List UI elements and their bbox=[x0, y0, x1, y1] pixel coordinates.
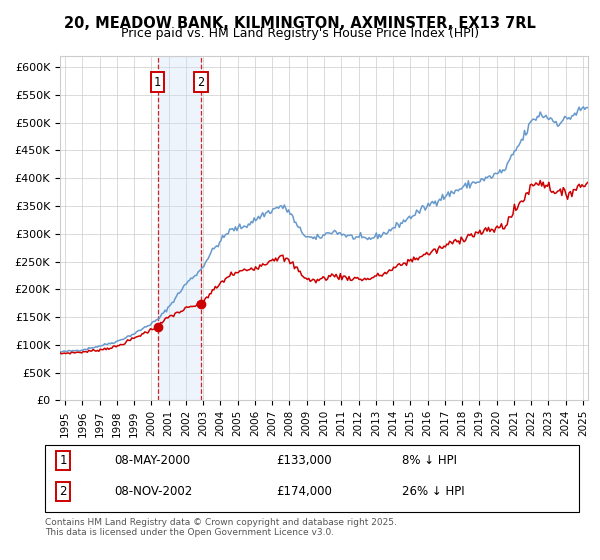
Text: 2: 2 bbox=[197, 76, 204, 88]
Bar bbox=[158, 56, 200, 400]
Text: 8% ↓ HPI: 8% ↓ HPI bbox=[402, 454, 457, 467]
Text: 08-MAY-2000: 08-MAY-2000 bbox=[114, 454, 190, 467]
Text: Contains HM Land Registry data © Crown copyright and database right 2025.
This d: Contains HM Land Registry data © Crown c… bbox=[45, 518, 397, 538]
Text: £133,000: £133,000 bbox=[276, 454, 332, 467]
Text: 1: 1 bbox=[154, 76, 161, 88]
Text: 26% ↓ HPI: 26% ↓ HPI bbox=[402, 485, 464, 498]
Text: 1: 1 bbox=[59, 454, 67, 467]
Text: 08-NOV-2002: 08-NOV-2002 bbox=[114, 485, 192, 498]
Text: 20, MEADOW BANK, KILMINGTON, AXMINSTER, EX13 7RL: 20, MEADOW BANK, KILMINGTON, AXMINSTER, … bbox=[64, 16, 536, 31]
Text: 2: 2 bbox=[59, 485, 67, 498]
Text: Price paid vs. HM Land Registry's House Price Index (HPI): Price paid vs. HM Land Registry's House … bbox=[121, 27, 479, 40]
Text: £174,000: £174,000 bbox=[276, 485, 332, 498]
Legend: 20, MEADOW BANK, KILMINGTON, AXMINSTER, EX13 7RL (detached house), HPI: Average : 20, MEADOW BANK, KILMINGTON, AXMINSTER, … bbox=[65, 466, 497, 502]
